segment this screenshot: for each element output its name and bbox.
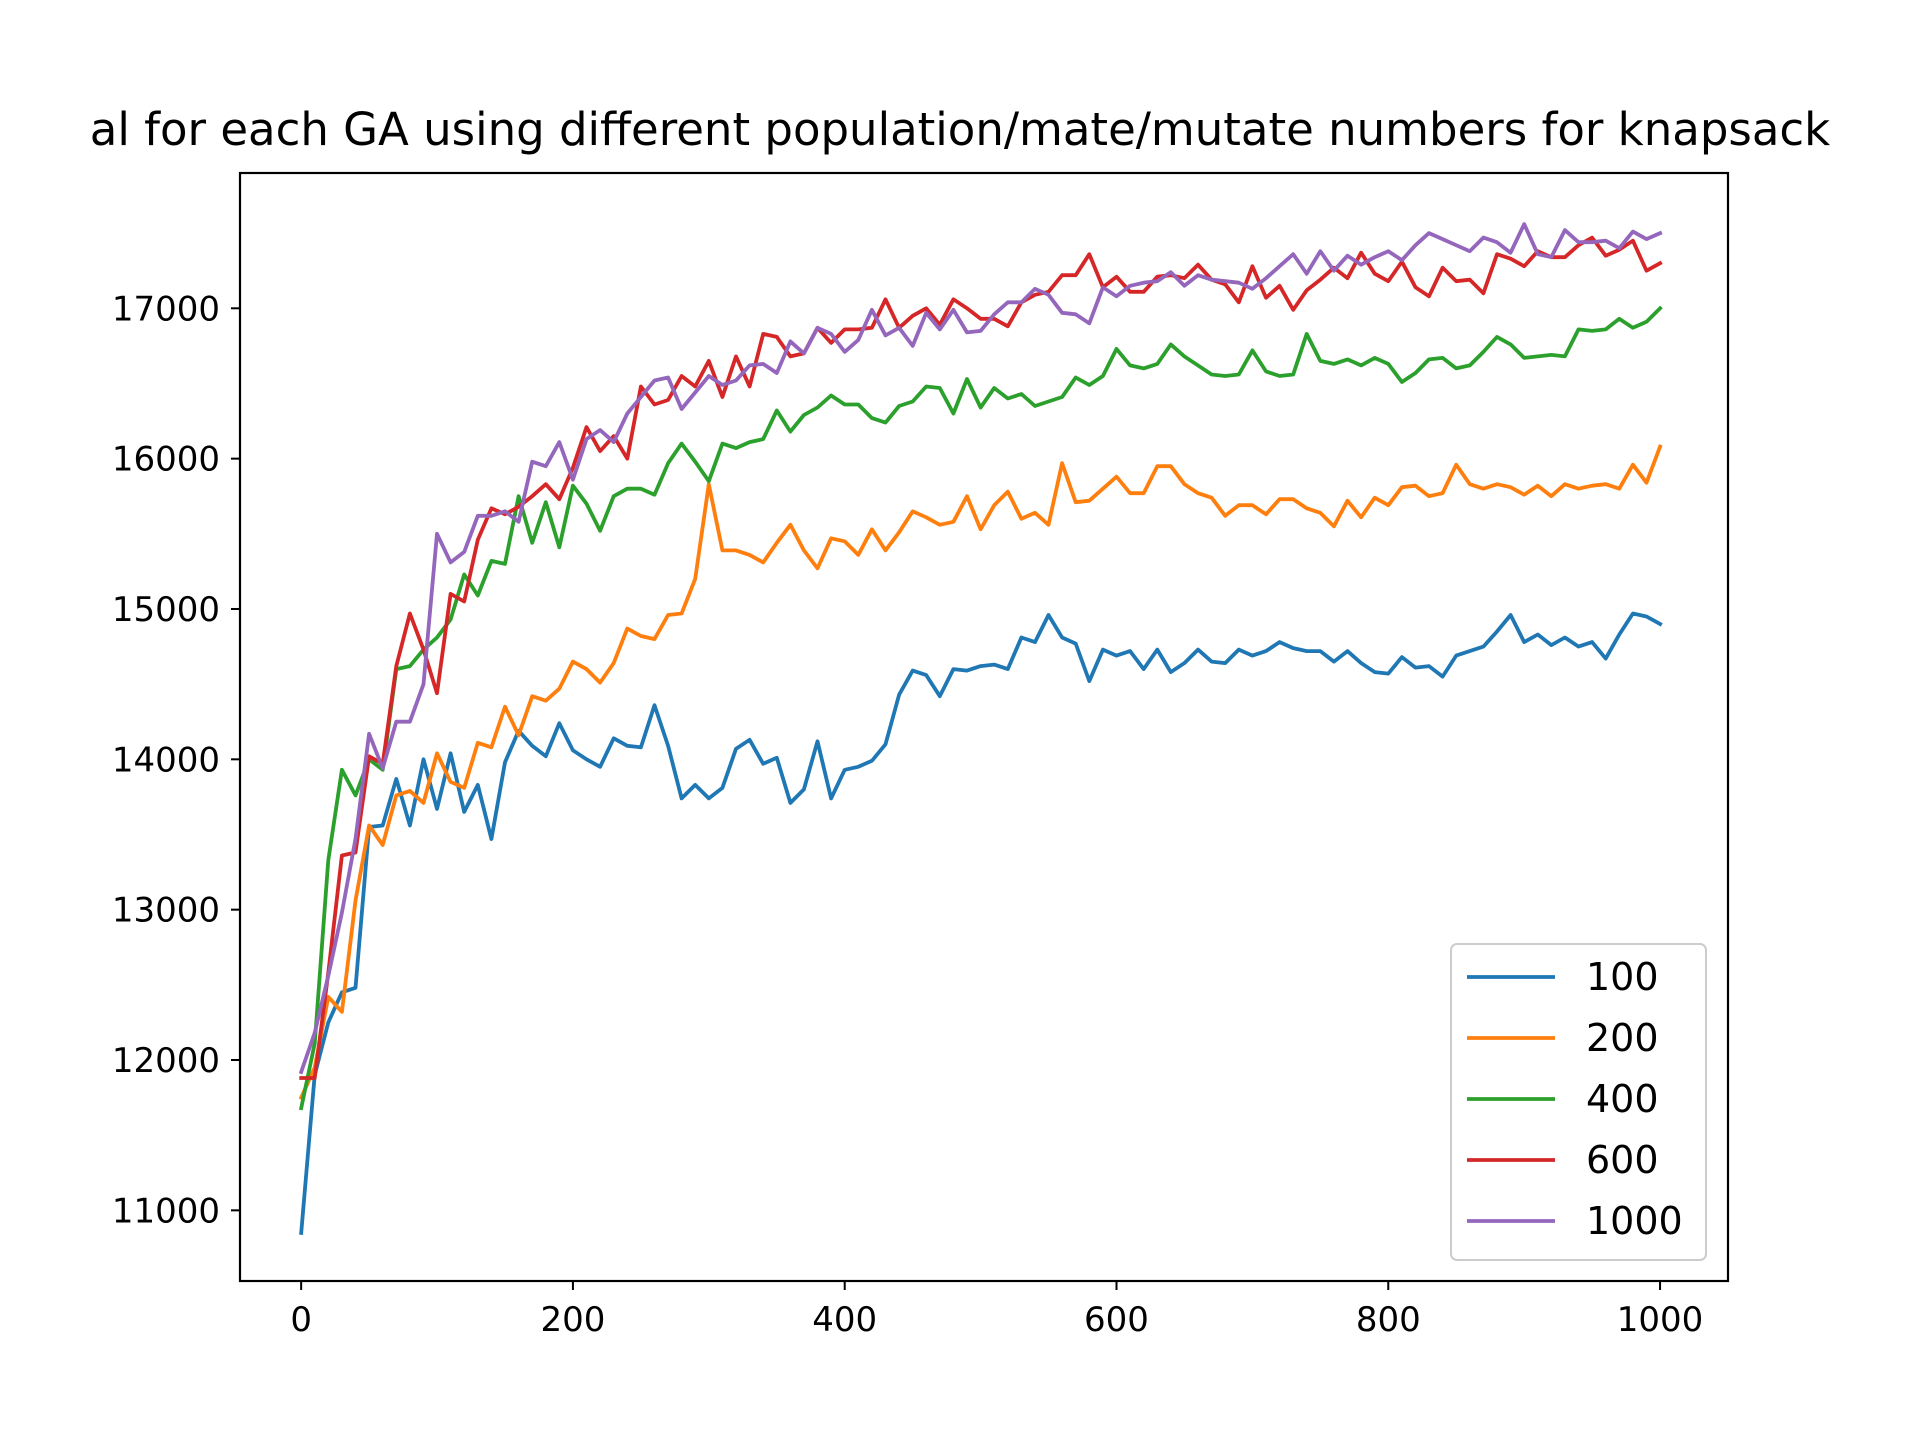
x-tick-label: 600 bbox=[1084, 1300, 1149, 1340]
series-line-600 bbox=[299, 235, 1663, 1080]
legend-label-1000: 1000 bbox=[1586, 1199, 1683, 1243]
axis-layer: 0 200 400 600 800 1000 11000 12000 13000 14000 150… bbox=[112, 289, 1703, 1340]
plot-frame bbox=[238, 171, 1730, 1283]
x-tick-label: 0 bbox=[290, 1300, 312, 1340]
x-tick-label: 800 bbox=[1356, 1300, 1421, 1340]
series-line-1000 bbox=[298, 222, 1663, 1075]
y-tick-label: 13000 bbox=[112, 891, 220, 931]
y-tick-label: 15000 bbox=[112, 590, 220, 630]
x-tick-label: 1000 bbox=[1617, 1300, 1704, 1340]
series-line-100 bbox=[299, 611, 1663, 1235]
legend-label-600: 600 bbox=[1586, 1138, 1659, 1182]
legend-label-200: 200 bbox=[1586, 1016, 1659, 1060]
series-line-200 bbox=[298, 444, 1663, 1101]
y-tick-label: 14000 bbox=[112, 740, 220, 780]
y-tick-label: 11000 bbox=[112, 1191, 220, 1231]
legend: 100 200 400 600 1000 bbox=[1450, 943, 1707, 1261]
chart-title: al for each GA using different populatio… bbox=[90, 103, 1830, 156]
y-tick-label: 16000 bbox=[112, 440, 220, 480]
y-tick-label: 12000 bbox=[112, 1041, 220, 1081]
legend-label-400: 400 bbox=[1586, 1077, 1659, 1121]
x-tick-label: 200 bbox=[540, 1300, 605, 1340]
y-tick-label: 17000 bbox=[112, 289, 220, 329]
series-line-400 bbox=[298, 305, 1663, 1111]
legend-label-100: 100 bbox=[1586, 955, 1659, 999]
series-layer bbox=[298, 222, 1663, 1235]
x-tick-label: 400 bbox=[812, 1300, 877, 1340]
legend-box bbox=[1450, 943, 1707, 1261]
